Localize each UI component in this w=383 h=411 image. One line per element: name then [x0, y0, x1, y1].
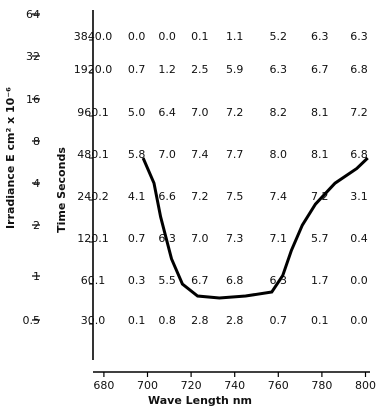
- x-tick-label: 700: [137, 379, 158, 392]
- row-label: 120.1: [77, 232, 109, 245]
- row-label: 480.1: [77, 148, 109, 161]
- cell-value: 0.0: [158, 30, 176, 43]
- cell-value: 8.1: [311, 106, 329, 119]
- cell-value: 6.4: [158, 106, 176, 119]
- cell-value: 6.8: [226, 274, 244, 287]
- irradiance-tick-label: 2: [33, 219, 40, 232]
- cell-value: 8.0: [270, 148, 288, 161]
- row-label: 240.2: [77, 190, 109, 203]
- cell-value: 0.3: [128, 274, 146, 287]
- cell-value: 8.2: [270, 106, 288, 119]
- row-label: 30.0: [81, 314, 106, 327]
- x-tick-label: 780: [311, 379, 332, 392]
- response-curve: [141, 156, 369, 300]
- cell-value: 6.3: [311, 30, 329, 43]
- irradiance-tick-label: 8: [33, 135, 40, 148]
- irradiance-axis-ticks: 64 32 16 8 4 2 1 0.5: [23, 8, 41, 327]
- irradiance-tick-label: 1: [33, 270, 40, 283]
- row-label: 960.1: [77, 106, 109, 119]
- cell-value: 6.6: [158, 190, 176, 203]
- cell-value: 7.2: [226, 106, 244, 119]
- cell-value: 2.8: [226, 314, 244, 327]
- cell-value: 6.7: [191, 274, 209, 287]
- x-tick-label: 720: [181, 379, 202, 392]
- cell-value: 5.5: [158, 274, 176, 287]
- cell-value: 7.5: [226, 190, 244, 203]
- cell-value: 0.7: [128, 63, 146, 76]
- cell-value: 2.5: [191, 63, 209, 76]
- cell-value: 5.8: [128, 148, 146, 161]
- cell-value: 1.1: [226, 30, 244, 43]
- irradiance-tick-label: 0.5: [23, 314, 41, 327]
- irradiance-tick-label: 64: [26, 8, 40, 21]
- cell-value: 7.0: [158, 148, 176, 161]
- value-grid: 0.0 0.0 0.1 1.1 5.2 6.3 6.3 0.7 1.2 2.5 5.9 6.3 6.7 6…: [128, 30, 368, 327]
- cell-value: 0.1: [191, 30, 209, 43]
- cell-value: 7.2: [191, 190, 209, 203]
- cell-value: 7.3: [226, 232, 244, 245]
- cell-value: 7.4: [270, 190, 288, 203]
- x-tick-label: 680: [93, 379, 114, 392]
- cell-value: 7.0: [191, 232, 209, 245]
- cell-value: 5.7: [311, 232, 329, 245]
- cell-value: 0.7: [128, 232, 146, 245]
- cell-value: 0.0: [128, 30, 146, 43]
- cell-value: 6.8: [350, 148, 368, 161]
- cell-value: 0.0: [350, 314, 368, 327]
- cell-value: 8.1: [311, 148, 329, 161]
- cell-value: 7.7: [226, 148, 244, 161]
- row-label: 3840.0: [74, 30, 113, 43]
- row-label: 1920.0: [74, 63, 113, 76]
- cell-value: 1.2: [158, 63, 176, 76]
- cell-value: 0.1: [311, 314, 329, 327]
- x-axis-label: Wave Length nm: [148, 394, 252, 407]
- cell-value: 2.8: [191, 314, 209, 327]
- cell-value: 0.0: [350, 274, 368, 287]
- wavelength-axis-ticks: 680 700 720 740 760 780 800: [93, 372, 376, 392]
- cell-value: 0.7: [270, 314, 288, 327]
- cell-value: 6.7: [311, 63, 329, 76]
- row-labels: 3840.0 1920.0 960.1 480.1 240.2 120.1 60.1 30.0: [74, 30, 113, 327]
- cell-value: 7.2: [350, 106, 368, 119]
- cell-value: 5.0: [128, 106, 146, 119]
- cell-value: 0.4: [350, 232, 368, 245]
- irradiance-tick-label: 4: [33, 177, 40, 190]
- cell-value: 0.1: [128, 314, 146, 327]
- irradiance-tick-label: 32: [26, 50, 40, 63]
- cell-value: 5.2: [270, 30, 288, 43]
- cell-value: 6.3: [350, 30, 368, 43]
- x-tick-label: 740: [224, 379, 245, 392]
- cell-value: 7.4: [191, 148, 209, 161]
- time-axis-label: Time Seconds: [55, 147, 68, 233]
- cell-value: 6.3: [270, 63, 288, 76]
- cell-value: 7.1: [270, 232, 288, 245]
- irradiance-tick-label: 16: [26, 93, 40, 106]
- cell-value: 3.1: [350, 190, 368, 203]
- x-tick-label: 800: [355, 379, 376, 392]
- cell-value: 6.8: [350, 63, 368, 76]
- row-label: 60.1: [81, 274, 106, 287]
- irradiance-axis-label: Irradiance E cm² x 10⁻⁶: [4, 87, 17, 229]
- cell-value: 5.9: [226, 63, 244, 76]
- cell-value: 1.7: [311, 274, 329, 287]
- cell-value: 7.0: [191, 106, 209, 119]
- cell-value: 4.1: [128, 190, 146, 203]
- cell-value: 0.8: [158, 314, 176, 327]
- x-tick-label: 760: [268, 379, 289, 392]
